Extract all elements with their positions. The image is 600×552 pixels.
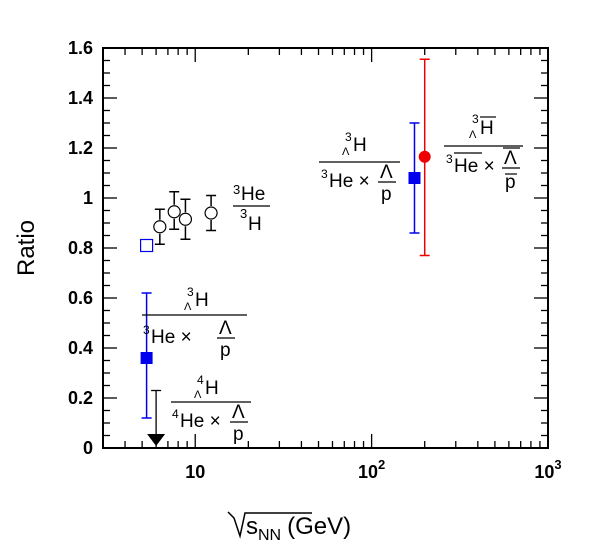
svg-text:H: H [248, 214, 262, 235]
svg-text:3: 3 [321, 167, 328, 181]
data-point [139, 238, 154, 253]
svg-text:3: 3 [233, 182, 240, 197]
svg-text:H: H [480, 118, 494, 139]
annotation-hyp3-low: 3 Λ H 3 He × Λ p [142, 285, 247, 361]
svg-text:3: 3 [472, 112, 479, 126]
axis-ticks [102, 47, 549, 449]
data-point [408, 172, 421, 184]
svg-text:sNN(GeV): sNN (GeV) [246, 513, 351, 544]
data-point [153, 220, 167, 234]
svg-text:4: 4 [172, 407, 179, 421]
svg-text:Λ: Λ [469, 129, 477, 141]
data-point [418, 150, 431, 163]
svg-text:3: 3 [240, 206, 247, 221]
y-tick-label: 0.4 [68, 338, 93, 358]
annotation-hyp3-high: 3 Λ H 3 He × Λ p [319, 130, 400, 205]
svg-text:3: 3 [345, 130, 352, 144]
x-tick-label: 102 [358, 457, 385, 482]
annotation-hyp4: 4 Λ H 4 He × Λ p [171, 373, 251, 445]
x-axis-title: sNN (GeV) [227, 511, 351, 544]
x-tick-label-exp: 2 [378, 457, 385, 472]
y-tick-label: 0.8 [68, 238, 93, 258]
svg-text:Λ: Λ [380, 162, 393, 183]
svg-text:3: 3 [187, 285, 194, 299]
svg-text:3: 3 [143, 323, 150, 337]
y-tick-label: 0.2 [68, 388, 93, 408]
svg-text:He ×: He × [329, 171, 370, 192]
y-tick-label: 1.4 [68, 88, 93, 108]
svg-text:He ×: He × [180, 411, 221, 432]
data-point [204, 206, 218, 220]
upper-limit-arrow [147, 434, 166, 446]
svg-text:p: p [381, 184, 392, 205]
y-tick-label: 1 [83, 188, 93, 208]
svg-text:p: p [233, 424, 244, 445]
y-tick-label: 0.6 [68, 288, 93, 308]
svg-text:He ×: He × [454, 156, 495, 177]
x-tick-labels: 10 102 103 [185, 457, 561, 482]
svg-text:Λ: Λ [219, 318, 232, 339]
x-tick-label-base: 10 [185, 462, 205, 482]
sqrt-sign [227, 511, 312, 539]
plot-frame [102, 47, 549, 449]
svg-text:3: 3 [446, 152, 453, 166]
svg-text:p: p [505, 172, 516, 193]
svg-text:H: H [195, 290, 209, 311]
x-tick-label-base: 10 [534, 462, 554, 482]
svg-text:H: H [353, 135, 367, 156]
svg-text:Λ: Λ [194, 389, 202, 401]
y-tick-label: 0 [83, 438, 93, 458]
x-axis-title-unit: (GeV) [287, 513, 351, 540]
data-point [178, 212, 193, 226]
svg-text:He: He [241, 184, 265, 205]
y-tick-label: 1.2 [68, 138, 93, 158]
x-tick-label-exp: 3 [554, 457, 561, 472]
svg-text:p: p [220, 340, 231, 361]
data-point [140, 352, 153, 364]
annotation-antihyp3: 3 Λ H 3 He × Λ p [444, 112, 523, 193]
svg-text:Λ: Λ [342, 146, 350, 158]
svg-text:H: H [205, 378, 219, 399]
y-tick-labels: 0 0.2 0.4 0.6 0.8 1 1.2 1.4 1.6 [68, 38, 93, 458]
x-tick-label-base: 10 [358, 462, 378, 482]
svg-text:He ×: He × [151, 327, 192, 348]
x-tick-label: 103 [534, 457, 561, 482]
y-axis-title: Ratio [13, 220, 40, 276]
svg-text:Λ: Λ [184, 301, 192, 313]
svg-text:4: 4 [197, 373, 204, 387]
y-tick-label: 1.6 [68, 38, 93, 58]
data-marks [139, 58, 431, 446]
annotation-he3-h3: 3 He 3 H [233, 182, 270, 235]
svg-text:Λ: Λ [232, 402, 245, 423]
data-point [167, 205, 181, 219]
x-tick-label: 10 [185, 462, 205, 482]
x-axis-title-s: s [246, 513, 258, 540]
x-axis-title-sub: NN [258, 527, 281, 544]
svg-text:Λ: Λ [504, 148, 517, 169]
